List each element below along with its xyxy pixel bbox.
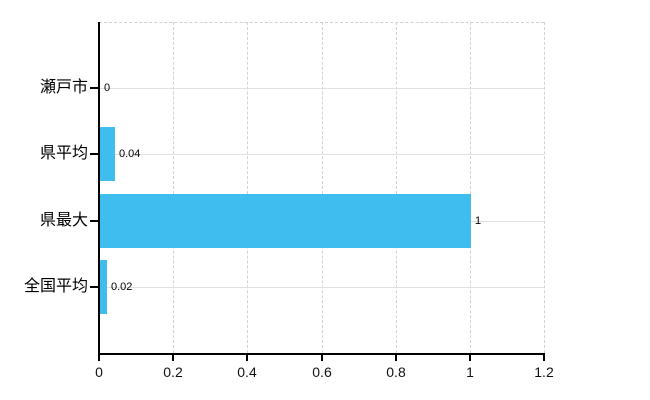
plot-top-border: [99, 22, 545, 23]
x-axis-tick: [98, 355, 100, 361]
vertical-gridline: [544, 22, 545, 353]
bar: [100, 127, 115, 181]
x-axis-tick-label: 0.8: [386, 364, 406, 380]
bar-value-label: 0.04: [119, 148, 141, 160]
x-axis-tick: [543, 355, 545, 361]
bar-value-label: 0: [104, 82, 111, 94]
category-label: 全国平均: [23, 278, 88, 295]
x-axis-tick: [469, 355, 471, 361]
x-axis-tick-label: 0: [95, 364, 103, 380]
x-axis-tick-label: 0.6: [312, 364, 332, 380]
vertical-gridline: [247, 22, 248, 353]
x-axis-tick-label: 0.2: [163, 364, 183, 380]
vertical-gridline: [322, 22, 323, 353]
vertical-gridline: [470, 22, 471, 353]
x-axis-tick-label: 0.4: [237, 364, 257, 380]
y-axis-tick: [90, 220, 98, 222]
y-axis-line: [98, 22, 100, 353]
y-axis-tick: [90, 87, 98, 89]
x-axis-tick: [172, 355, 174, 361]
category-label: 瀬戸市: [39, 79, 88, 96]
horizontal-gridline: [99, 287, 545, 288]
category-label: 県最大: [39, 212, 88, 229]
bar-value-label: 1: [475, 215, 482, 227]
bar: [100, 194, 471, 248]
category-label: 県平均: [39, 145, 88, 162]
y-axis-tick: [90, 153, 98, 155]
x-axis-tick-label: 1: [466, 364, 474, 380]
x-axis-tick-label: 1.2: [534, 364, 554, 380]
horizontal-gridline: [99, 88, 545, 89]
vertical-gridline: [396, 22, 397, 353]
horizontal-gridline: [99, 154, 545, 155]
bar: [100, 260, 107, 314]
bar-value-label: 0.02: [111, 281, 133, 293]
x-axis-tick: [246, 355, 248, 361]
x-axis-tick: [321, 355, 323, 361]
y-axis-tick: [90, 286, 98, 288]
x-axis-line: [98, 353, 546, 355]
vertical-gridline: [173, 22, 174, 353]
x-axis-tick: [395, 355, 397, 361]
